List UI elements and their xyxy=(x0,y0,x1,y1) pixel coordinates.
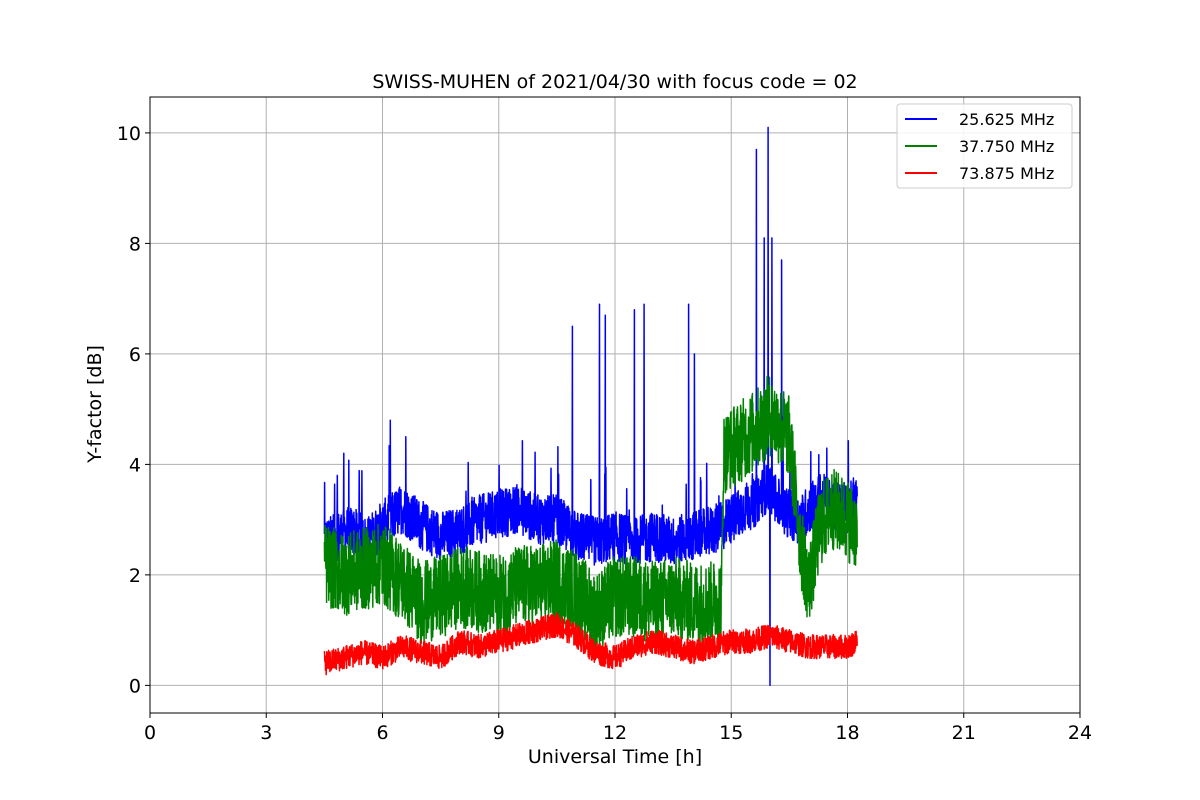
x-tick-label: 9 xyxy=(493,722,505,744)
series-line-0 xyxy=(323,126,858,687)
x-tick-label: 21 xyxy=(952,722,976,744)
legend-entry-label-1: 37.750 MHz xyxy=(959,137,1054,156)
legend-entry-label-2: 73.875 MHz xyxy=(959,164,1054,183)
series-layer xyxy=(323,126,858,687)
y-tick-label: 10 xyxy=(117,123,141,145)
legend-entry-label-0: 25.625 MHz xyxy=(959,110,1054,129)
y-tick-label: 2 xyxy=(129,565,141,587)
legend-box xyxy=(896,103,1073,189)
x-tick-label: 0 xyxy=(144,722,156,744)
x-tick-label: 3 xyxy=(260,722,272,744)
y-tick-label: 4 xyxy=(129,454,141,476)
series-line-2 xyxy=(323,612,858,676)
x-axis-label: Universal Time [h] xyxy=(528,746,702,768)
legend: 25.625 MHz 37.750 MHz 73.875 MHz xyxy=(896,103,1073,189)
x-tick-label: 12 xyxy=(603,722,627,744)
y-axis-label: Y-factor [dB] xyxy=(84,345,106,464)
x-tick-label: 15 xyxy=(719,722,743,744)
y-tick-label: 0 xyxy=(129,675,141,697)
y-tick-label: 6 xyxy=(129,344,141,366)
chart-title: SWISS-MUHEN of 2021/04/30 with focus cod… xyxy=(372,71,857,93)
x-tick-label: 6 xyxy=(376,722,388,744)
y-tick-label: 8 xyxy=(129,233,141,255)
x-tick-label: 24 xyxy=(1068,722,1092,744)
x-tick-label: 18 xyxy=(835,722,859,744)
